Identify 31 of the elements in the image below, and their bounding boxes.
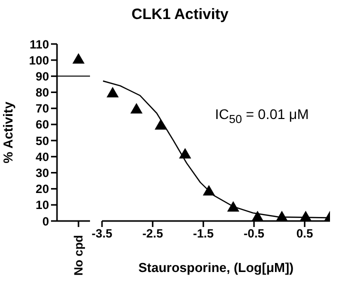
- point: [251, 210, 264, 221]
- y-tick-label: 60: [36, 118, 50, 132]
- point: [276, 210, 288, 221]
- y-tick-label: 30: [36, 166, 50, 180]
- y-tick-label: 20: [36, 182, 50, 196]
- point: [227, 201, 240, 212]
- point: [179, 148, 192, 159]
- y-axis-title: % Activity: [0, 100, 16, 164]
- y-tick-label: 50: [36, 134, 50, 148]
- y-tick-label: 90: [36, 69, 50, 84]
- y-tick-label: 80: [36, 86, 50, 100]
- y-tick-label: 100: [28, 53, 50, 68]
- x-axis-title: Staurosporine, (Log[μM]): [138, 260, 294, 275]
- y-tick-label: 70: [36, 102, 50, 116]
- chart-title: CLK1 Activity: [130, 6, 230, 23]
- x-tick-label: No cpd: [72, 235, 86, 276]
- point: [154, 119, 167, 130]
- x-tick-label: -3.5: [92, 226, 113, 241]
- x-tick-label: -1.5: [192, 226, 214, 241]
- point: [130, 102, 143, 114]
- x-tick-label: 0.5: [296, 226, 314, 241]
- y-tick-label: 10: [36, 198, 50, 212]
- x-tick-label: -0.5: [244, 226, 265, 241]
- x-tick-label: -2.5: [142, 226, 164, 241]
- point: [300, 210, 312, 221]
- y-tick-label: 110: [30, 37, 50, 52]
- annotation: IC$_{50}$ = 0.01 μM: [215, 106, 309, 126]
- y-tick-label: 40: [36, 150, 50, 164]
- point: [106, 86, 119, 98]
- point: [202, 185, 215, 196]
- y-tick-label: 0: [42, 214, 50, 228]
